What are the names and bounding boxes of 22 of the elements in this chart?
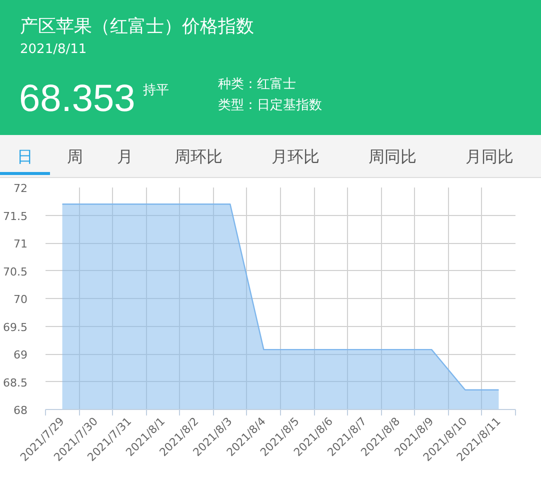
- text: 周环比: [174, 146, 224, 168]
- y-tick-label: 68: [14, 404, 28, 417]
- text: 月: [116, 146, 134, 168]
- text: 周同比: [368, 146, 418, 168]
- chart-title: 产区苹果（红富士）价格指数: [20, 16, 254, 38]
- y-tick-label: 71: [14, 238, 28, 250]
- text: 持平: [143, 83, 170, 99]
- text: 月同比: [464, 146, 514, 168]
- text: 种类：红富士: [218, 77, 296, 93]
- y-tick-label: 70: [14, 293, 28, 306]
- y-tick-label: 69: [14, 348, 28, 362]
- y-tick-label: 68.5: [3, 376, 28, 390]
- text: 日: [0, 135, 50, 175]
- y-tick-label: 72: [14, 182, 28, 195]
- text: 月环比: [270, 146, 320, 168]
- y-tick-label: 69.5: [3, 320, 28, 334]
- text: 类型：日定基指数: [218, 98, 322, 114]
- y-tick-label: 70.5: [3, 265, 28, 278]
- text: 68.353: [19, 78, 136, 120]
- chart-subtitle: 2021/8/11: [20, 42, 87, 58]
- text: 周: [66, 146, 84, 168]
- y-tick-label: 71.5: [3, 210, 28, 223]
